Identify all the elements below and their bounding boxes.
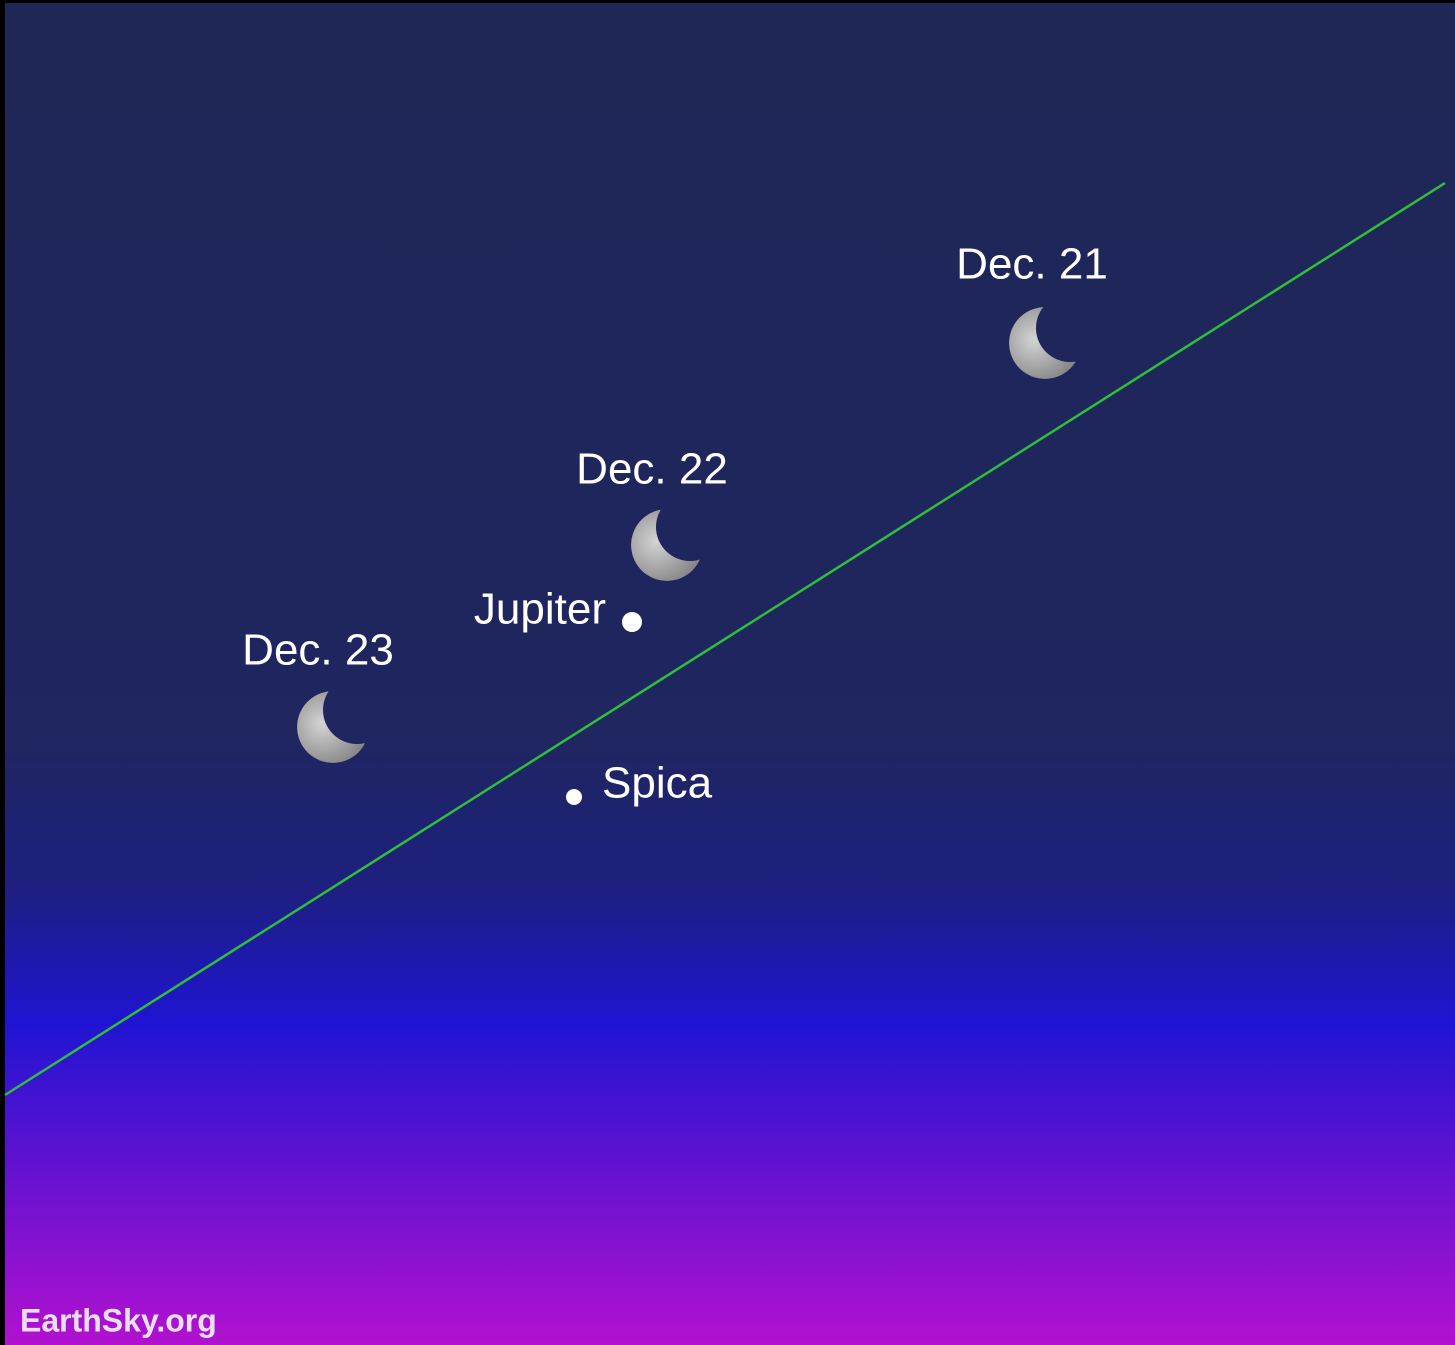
credit: EarthSky.org: [20, 1302, 217, 1338]
moon-label: Dec. 23: [242, 626, 394, 675]
moon: [631, 509, 703, 581]
moon: [297, 691, 369, 763]
moon-label: Dec. 22: [576, 445, 728, 494]
moon-label: Dec. 21: [956, 240, 1108, 289]
star-label: Spica: [602, 759, 713, 808]
moon: [1009, 307, 1081, 379]
star-dot: [566, 789, 582, 805]
planet-dot: [622, 612, 642, 632]
sky-diagram: Dec. 21 Dec. 22 Dec. 23 Jupiter Spica Ea…: [0, 0, 1455, 1345]
sky-background: [5, 3, 1455, 1345]
planet-label: Jupiter: [474, 585, 606, 634]
